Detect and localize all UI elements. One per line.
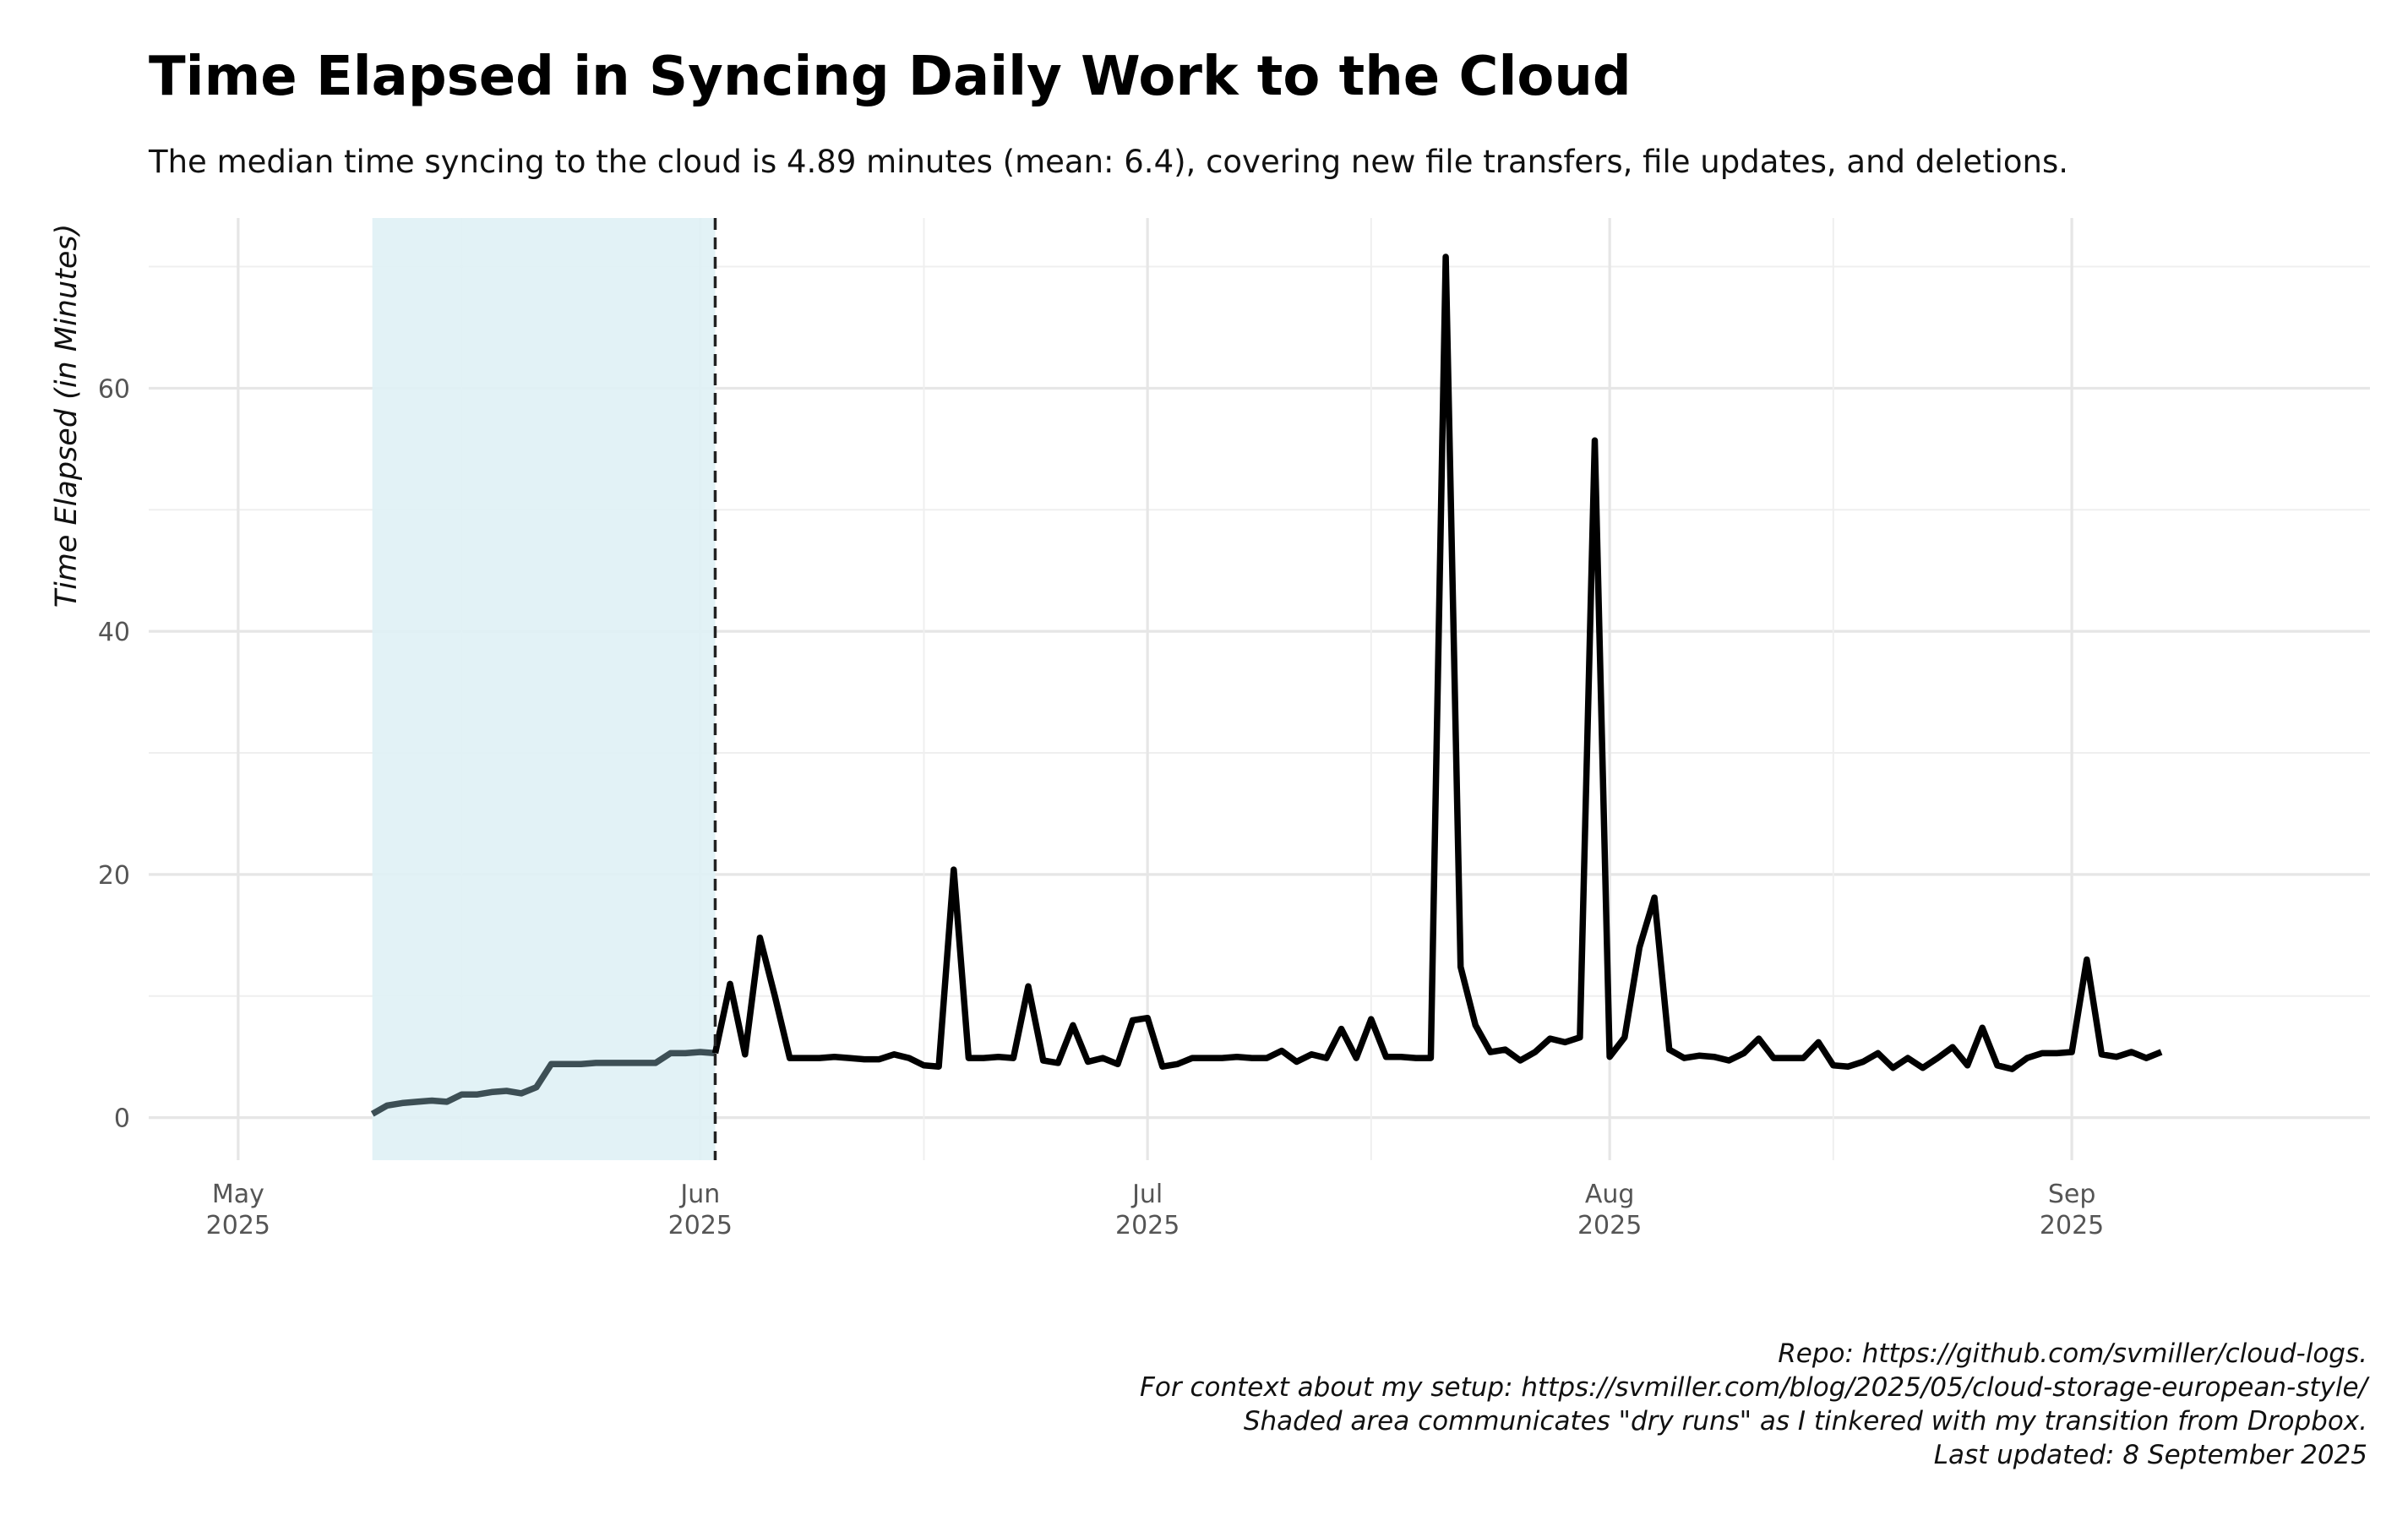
x-ticks: May 2025 Jun 2025 Jul 2025 Aug 2025 Sep 2025 [206,1180,2105,1240]
caption-line-context: For context about my setup: https://svmi… [1140,1372,2370,1403]
chart-title: Time Elapsed in Syncing Daily Work to th… [149,46,1632,108]
caption: Repo: https://github.com/svmiller/cloud-… [1140,1338,2370,1470]
x-tick-label: Jul 2025 [1115,1180,1179,1240]
caption-line-updated: Last updated: 8 September 2025 [1934,1440,2367,1470]
y-tick-label: 40 [98,618,130,647]
y-tick-label: 20 [98,861,130,891]
x-tick-label: Aug 2025 [1577,1180,1642,1240]
shaded-region-layer [372,218,716,1160]
caption-line-shaded: Shaded area communicates "dry runs" as I… [1244,1406,2367,1436]
y-axis-label: Time Elapsed (in Minutes) [50,224,84,608]
x-tick-label: Jun 2025 [668,1180,733,1240]
shaded-region [372,218,716,1160]
y-tick-label: 0 [114,1104,130,1134]
x-tick-label: May 2025 [206,1180,270,1240]
x-tick-label: Sep 2025 [2040,1180,2104,1240]
y-tick-label: 60 [98,374,130,404]
y-ticks: 0 20 40 60 [98,374,130,1133]
chart-subtitle: The median time syncing to the cloud is … [148,144,2068,180]
series-line-sync-time [711,254,2163,1072]
caption-line-repo: Repo: https://github.com/svmiller/cloud-… [1778,1338,2367,1369]
series-line-dry-runs [370,1049,716,1117]
series-lines [370,254,2163,1117]
